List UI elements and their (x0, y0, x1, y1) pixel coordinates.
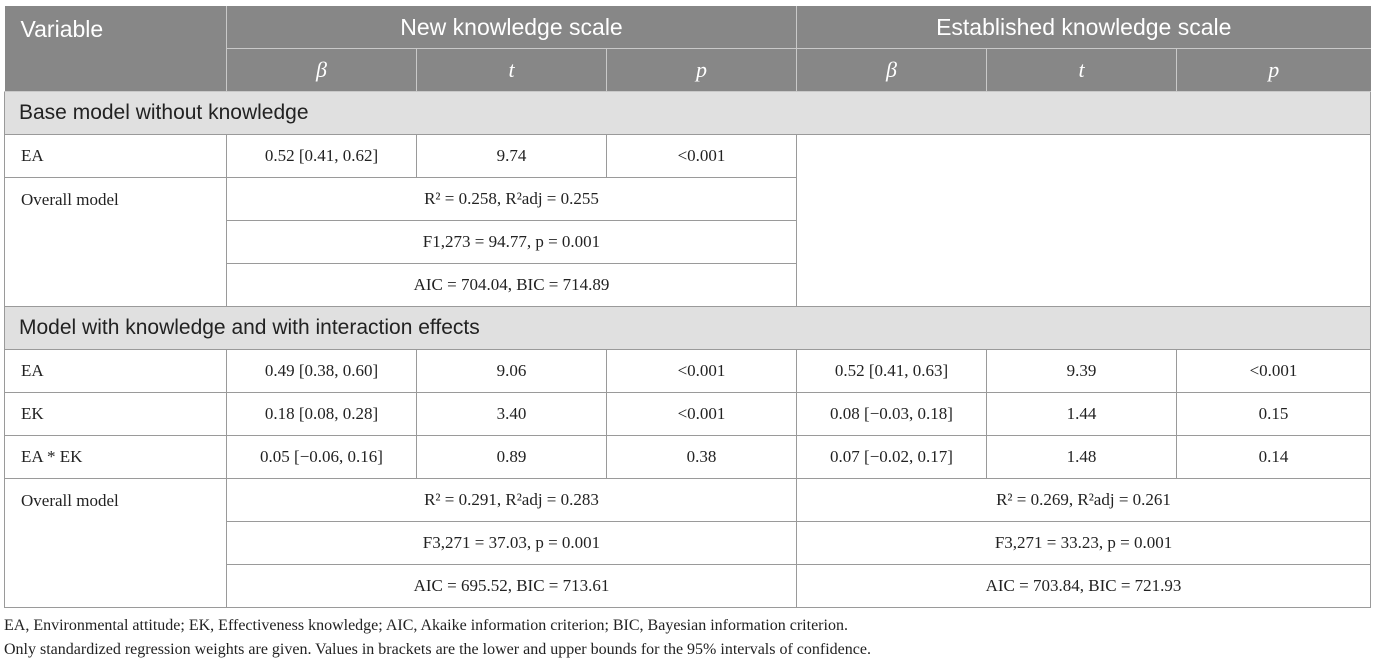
note-abbreviations: EA, Environmental attitude; EK, Effectiv… (4, 617, 848, 634)
header-t-established: t (986, 48, 1177, 92)
note-weights: Only standardized regression weights are… (4, 641, 871, 658)
row-label: Overall model (4, 478, 227, 608)
table-row: EK 0.18 [0.08, 0.28] 3.40 <0.001 0.08 [−… (4, 392, 1372, 436)
cell-beta-new: 0.52 [0.41, 0.62] (226, 134, 417, 178)
row-label: Overall model (4, 177, 227, 307)
cell-p-new: 0.38 (606, 435, 797, 479)
table-row: Overall model R² = 0.258, R²adj = 0.255 (4, 177, 1371, 307)
cell-p-established: 0.15 (1175, 392, 1372, 436)
cell-beta-established: 0.52 [0.41, 0.63] (796, 349, 987, 393)
cell-ic-new: AIC = 695.52, BIC = 713.61 (226, 564, 797, 608)
cell-t-established: 1.48 (986, 435, 1177, 479)
table-row: Overall model R² = 0.291, R²adj = 0.283 … (4, 478, 1372, 608)
cell-r2-new: R² = 0.291, R²adj = 0.283 (226, 478, 797, 522)
section-row-base: Base model without knowledge (3, 91, 1372, 135)
table-notes: EA, Environmental attitude; EK, Effectiv… (4, 614, 1370, 662)
cell-p-new: <0.001 (606, 349, 797, 393)
cell-p-established: 0.14 (1175, 435, 1372, 479)
header-row-stats: β t p β t p (5, 48, 1371, 92)
header-t-new: t (416, 48, 607, 92)
header-beta-established: β (796, 48, 987, 92)
cell-t-new: 9.74 (416, 134, 607, 178)
cell-beta-new: 0.18 [0.08, 0.28] (226, 392, 417, 436)
cell-t-established: 9.39 (986, 349, 1177, 393)
cell-beta-established: 0.08 [−0.03, 0.18] (796, 392, 987, 436)
cell-t-new: 9.06 (416, 349, 607, 393)
cell-ic-new: AIC = 704.04, BIC = 714.89 (226, 263, 797, 307)
header-established-knowledge-scale: Established knowledge scale (795, 6, 1371, 49)
section-row-interaction: Model with knowledge and with interactio… (3, 306, 1372, 350)
cell-t-new: 0.89 (416, 435, 607, 479)
cell-r2-new: R² = 0.258, R²adj = 0.255 (226, 177, 797, 221)
table-row: F1,273 = 94.77, p = 0.001 (5, 220, 1371, 264)
cell-t-established: 1.44 (986, 392, 1177, 436)
table-row: EA 0.49 [0.38, 0.60] 9.06 <0.001 0.52 [0… (4, 349, 1372, 393)
regression-table-figure: Variable New knowledge scale Established… (3, 6, 1372, 662)
cell-beta-established: 0.07 [−0.02, 0.17] (796, 435, 987, 479)
cell-r2-established: R² = 0.269, R²adj = 0.261 (795, 478, 1372, 522)
cell-beta-new: 0.49 [0.38, 0.60] (226, 349, 417, 393)
table-row: AIC = 695.52, BIC = 713.61 AIC = 703.84,… (5, 564, 1372, 608)
cell-beta-new: 0.05 [−0.06, 0.16] (226, 435, 417, 479)
cell-t-new: 3.40 (416, 392, 607, 436)
cell-p-new: <0.001 (606, 392, 797, 436)
table-row: EA * EK 0.05 [−0.06, 0.16] 0.89 0.38 0.0… (4, 435, 1372, 479)
table-row: EA 0.52 [0.41, 0.62] 9.74 <0.001 (4, 134, 1372, 307)
cell-p-new: <0.001 (606, 134, 797, 178)
cell-ic-established: AIC = 703.84, BIC = 721.93 (795, 564, 1372, 608)
row-label: EA * EK (4, 435, 227, 479)
cell-p-established: <0.001 (1175, 349, 1372, 393)
regression-table: Variable New knowledge scale Established… (3, 6, 1372, 608)
section-title-base: Base model without knowledge (3, 91, 1372, 135)
cell-f-established: F3,271 = 33.23, p = 0.001 (795, 521, 1372, 565)
empty-established-block (795, 134, 1372, 307)
header-variable: Variable (4, 6, 227, 92)
row-label: EA (4, 349, 227, 393)
cell-f-new: F1,273 = 94.77, p = 0.001 (226, 220, 797, 264)
table-row: F3,271 = 37.03, p = 0.001 F3,271 = 33.23… (5, 521, 1372, 565)
row-label: EA (4, 134, 227, 178)
header-p-new: p (606, 48, 797, 92)
cell-f-new: F3,271 = 37.03, p = 0.001 (226, 521, 797, 565)
header-row-groups: Variable New knowledge scale Established… (4, 6, 1371, 92)
table-row: AIC = 704.04, BIC = 714.89 (5, 263, 1371, 307)
section-title-interaction: Model with knowledge and with interactio… (3, 306, 1372, 350)
header-new-knowledge-scale: New knowledge scale (226, 6, 797, 49)
header-beta-new: β (226, 48, 417, 92)
header-p-established: p (1175, 48, 1371, 92)
row-label: EK (4, 392, 227, 436)
